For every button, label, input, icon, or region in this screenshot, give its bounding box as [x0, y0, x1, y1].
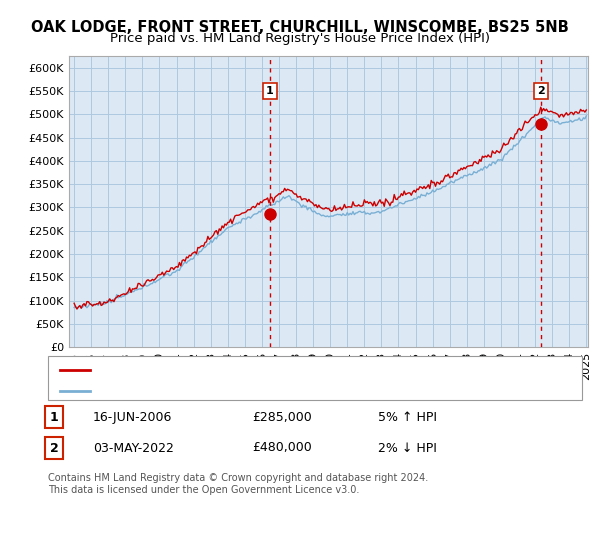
Text: 1: 1 [266, 86, 274, 96]
Text: 2: 2 [537, 86, 545, 96]
Text: 2% ↓ HPI: 2% ↓ HPI [378, 441, 437, 455]
Text: Contains HM Land Registry data © Crown copyright and database right 2024.
This d: Contains HM Land Registry data © Crown c… [48, 473, 428, 495]
Text: 5% ↑ HPI: 5% ↑ HPI [378, 410, 437, 424]
Text: £285,000: £285,000 [252, 410, 312, 424]
Text: HPI: Average price, detached house, North Somerset: HPI: Average price, detached house, Nort… [96, 386, 391, 396]
Text: Price paid vs. HM Land Registry's House Price Index (HPI): Price paid vs. HM Land Registry's House … [110, 32, 490, 45]
Text: OAK LODGE, FRONT STREET, CHURCHILL, WINSCOMBE, BS25 5NB: OAK LODGE, FRONT STREET, CHURCHILL, WINS… [31, 20, 569, 35]
Text: 2: 2 [50, 441, 58, 455]
Text: 16-JUN-2006: 16-JUN-2006 [93, 410, 172, 424]
Text: 03-MAY-2022: 03-MAY-2022 [93, 441, 174, 455]
Text: 1: 1 [50, 410, 58, 424]
Text: OAK LODGE, FRONT STREET, CHURCHILL, WINSCOMBE, BS25 5NB (detached house): OAK LODGE, FRONT STREET, CHURCHILL, WINS… [96, 365, 565, 375]
Text: £480,000: £480,000 [252, 441, 312, 455]
